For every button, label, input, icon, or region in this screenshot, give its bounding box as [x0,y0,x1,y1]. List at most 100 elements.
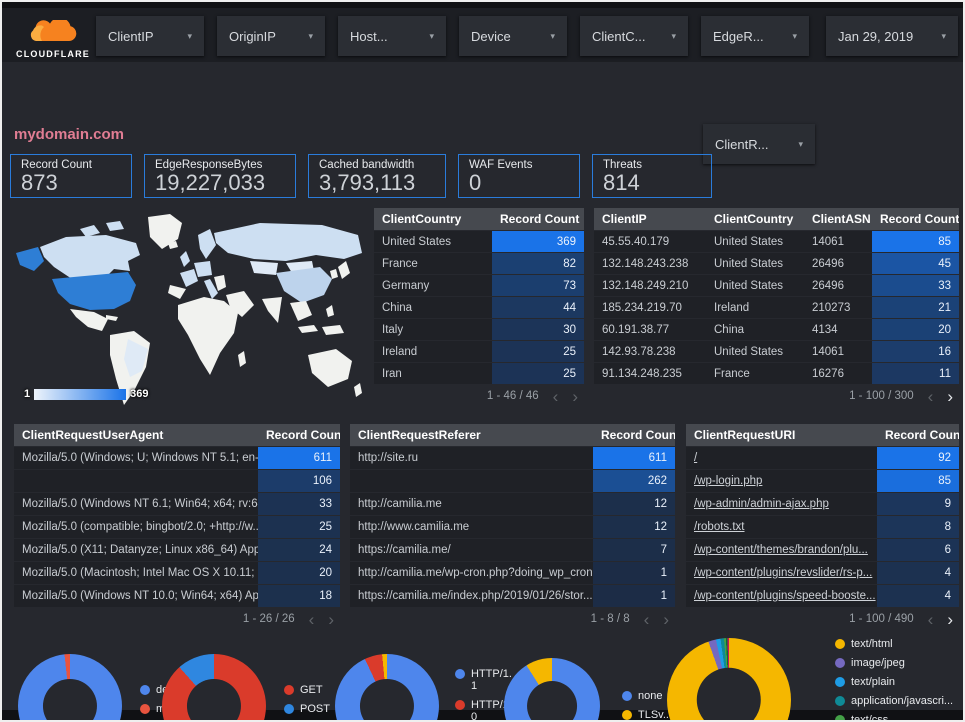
table-row[interactable]: 142.93.78.238 United States 14061 16 [594,341,959,362]
legend-dot [622,710,632,720]
next-page-icon[interactable]: › [947,386,953,406]
table-cell: http://www.camilia.me [358,521,470,533]
table-row[interactable]: /wp-content/themes/brandon/plu... 6 [686,539,959,561]
next-page-icon[interactable]: › [663,609,669,629]
table-row[interactable]: United States 369 [374,231,584,252]
filter-chip-edger[interactable]: EdgeR... ▾ [701,16,809,56]
table-row[interactable]: Italy 30 [374,319,584,340]
filter-chip-clientr[interactable]: ClientR... ▾ [703,124,815,164]
uri-link[interactable]: / [694,452,698,464]
prev-page-icon[interactable]: ‹ [643,609,650,629]
legend-item[interactable]: text/html [835,638,923,650]
legend-item[interactable]: none [622,690,672,702]
legend-dot [622,691,632,701]
donut-chart-method[interactable]: 88.4% [162,654,266,720]
pagination-range: 1 - 100 / 300 [849,390,914,402]
legend-item[interactable]: image/jpeg [835,657,923,669]
donut-chart-protocol[interactable]: 93% [335,654,439,720]
uri-link[interactable]: /wp-admin/admin-ajax.php [694,498,829,510]
table-cell: 26496 [812,279,844,292]
table-row[interactable]: http://www.camilia.me 12 [350,516,675,538]
table-row[interactable]: 45.55.40.179 United States 14061 85 [594,231,959,252]
legend-item[interactable]: HTTP/1.0 [455,699,517,720]
table-row[interactable]: /wp-content/plugins/revslider/rs-p... 4 [686,562,959,584]
column-header[interactable]: ClientRequestURI [694,428,796,442]
table-row[interactable]: 132.148.249.210 United States 26496 33 [594,275,959,296]
world-map[interactable]: 1 369 [10,208,372,416]
table-row[interactable]: Mozilla/5.0 (Macintosh; Intel Mac OS X 1… [14,562,340,584]
donut-chart-tls[interactable]: 91.1% [504,658,600,720]
legend-item[interactable]: application/javascri... [835,695,953,707]
prev-page-icon[interactable]: ‹ [552,386,559,406]
date-range-filter[interactable]: Jan 29, 2019 ▾ [826,16,958,56]
column-header[interactable]: ClientIP [602,212,647,226]
table-row[interactable]: http://camilia.me/wp-cron.php?doing_wp_c… [350,562,675,584]
column-header[interactable]: Record Count▼ [880,212,959,226]
next-page-icon[interactable]: › [328,609,334,629]
table-row[interactable]: Mozilla/5.0 (Windows NT 10.0; Win64; x64… [14,585,340,607]
table-row[interactable]: Ireland 25 [374,341,584,362]
column-header[interactable]: ClientRequestReferer [358,428,481,442]
table-row[interactable]: /wp-admin/admin-ajax.php 9 [686,493,959,515]
column-header[interactable]: ClientRequestUserAgent [22,428,164,442]
filter-chip-host[interactable]: Host... ▾ [338,16,446,56]
table-row[interactable]: 91.134.248.235 France 16276 11 [594,363,959,384]
uri-link[interactable]: /robots.txt [694,521,745,533]
table-row[interactable]: 60.191.38.77 China 4134 20 [594,319,959,340]
table-row[interactable]: Mozilla/5.0 (X11; Datanyze; Linux x86_64… [14,539,340,561]
legend-item[interactable]: GET [284,684,330,696]
legend-item[interactable]: text/plain [835,676,923,688]
table-row[interactable]: Mozilla/5.0 (compatible; bingbot/2.0; +h… [14,516,340,538]
table-row[interactable]: /wp-login.php 85 [686,470,959,492]
column-header[interactable]: Record Count▼ [601,428,675,442]
column-header[interactable]: Record Count▼ [492,212,584,226]
table-row[interactable]: 106 [14,470,340,492]
filter-chip-clientc[interactable]: ClientC... ▾ [580,16,688,56]
prev-page-icon[interactable]: ‹ [927,386,934,406]
table-cell: Germany [382,279,430,292]
table-row[interactable]: 132.148.243.238 United States 26496 45 [594,253,959,274]
table-row[interactable]: Germany 73 [374,275,584,296]
table-row[interactable]: Mozilla/5.0 (Windows; U; Windows NT 5.1;… [14,447,340,469]
table-row[interactable]: http://camilia.me 12 [350,493,675,515]
donut-chart-content_type[interactable]: 94.6% [667,638,791,720]
table-cell: 6 [877,539,959,561]
filter-chip-clientip[interactable]: ClientIP ▾ [96,16,204,56]
next-page-icon[interactable]: › [947,609,953,629]
column-header[interactable]: Record Count▼ [266,428,340,442]
column-header[interactable]: ClientASN [812,212,871,226]
filter-chip-originip[interactable]: OriginIP ▾ [217,16,325,56]
table-cell: Mozilla/5.0 (X11; Datanyze; Linux x86_64… [22,544,258,556]
table-row[interactable]: /robots.txt 8 [686,516,959,538]
table-row[interactable]: 262 [350,470,675,492]
donut-chart-device[interactable]: 98.3% [18,654,122,720]
table-row[interactable]: Mozilla/5.0 (Windows NT 6.1; Win64; x64;… [14,493,340,515]
next-page-icon[interactable]: › [572,386,578,406]
table-cell: 11 [872,363,959,384]
column-header[interactable]: ClientCountry [382,212,462,226]
column-header[interactable]: ClientCountry [714,212,794,226]
legend-item[interactable]: POST [284,703,330,715]
table-row[interactable]: 185.234.219.70 Ireland 210273 21 [594,297,959,318]
uri-link[interactable]: /wp-content/themes/brandon/plu... [694,544,868,556]
prev-page-icon[interactable]: ‹ [927,609,934,629]
uri-link[interactable]: /wp-login.php [694,475,763,487]
uri-link[interactable]: /wp-content/plugins/speed-booste... [694,590,876,602]
legend-label: text/html [851,638,893,650]
table-row[interactable]: /wp-content/plugins/speed-booste... 4 [686,585,959,607]
table-row[interactable]: https://camilia.me/7 [350,539,675,561]
legend-item[interactable]: TLSv... [622,709,672,720]
table-row[interactable]: France 82 [374,253,584,274]
column-header[interactable]: Record Count▼ [885,428,959,442]
table-row[interactable]: China 44 [374,297,584,318]
table-row[interactable]: https://camilia.me/index.php/2019/01/26/… [350,585,675,607]
legend-dot [835,658,845,668]
legend-item[interactable]: HTTP/1.1 [455,668,517,692]
table-row[interactable]: Iran 25 [374,363,584,384]
legend-item[interactable]: text/css [835,714,923,720]
table-row[interactable]: http://site.ru 611 [350,447,675,469]
table-row[interactable]: / 92 [686,447,959,469]
uri-link[interactable]: /wp-content/plugins/revslider/rs-p... [694,567,873,579]
filter-chip-device[interactable]: Device ▾ [459,16,567,56]
prev-page-icon[interactable]: ‹ [308,609,315,629]
